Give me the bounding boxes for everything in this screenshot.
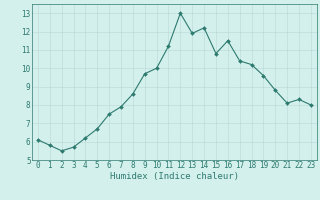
X-axis label: Humidex (Indice chaleur): Humidex (Indice chaleur): [110, 172, 239, 181]
